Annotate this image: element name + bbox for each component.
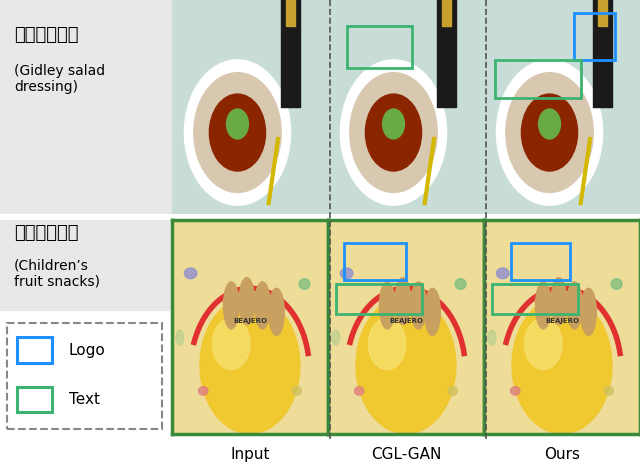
Circle shape	[209, 94, 266, 171]
Circle shape	[497, 60, 602, 205]
Circle shape	[369, 318, 406, 370]
Text: 吉得利沙拉汁: 吉得利沙拉汁	[13, 25, 78, 43]
Ellipse shape	[269, 288, 284, 335]
Circle shape	[512, 297, 612, 434]
Circle shape	[194, 73, 281, 193]
Ellipse shape	[536, 282, 551, 329]
Ellipse shape	[566, 282, 582, 329]
Ellipse shape	[332, 330, 340, 345]
Ellipse shape	[551, 278, 566, 325]
Circle shape	[522, 94, 577, 171]
Text: BEAJERO: BEAJERO	[545, 318, 579, 323]
FancyBboxPatch shape	[7, 322, 162, 430]
Ellipse shape	[340, 268, 353, 278]
Text: Logo: Logo	[68, 343, 106, 358]
Bar	[17, 387, 52, 413]
Ellipse shape	[604, 387, 614, 395]
Ellipse shape	[299, 278, 310, 289]
Ellipse shape	[455, 278, 466, 289]
Text: CGL-GAN: CGL-GAN	[371, 447, 442, 462]
Circle shape	[356, 297, 456, 434]
Ellipse shape	[488, 330, 496, 345]
Text: Ours: Ours	[544, 447, 580, 462]
Circle shape	[340, 60, 447, 205]
Bar	[336, 284, 422, 314]
Ellipse shape	[580, 288, 596, 335]
Circle shape	[184, 60, 291, 205]
Text: BEAJERO: BEAJERO	[389, 318, 423, 323]
Ellipse shape	[411, 282, 426, 329]
Ellipse shape	[395, 278, 411, 325]
Bar	[347, 25, 412, 68]
Bar	[17, 337, 52, 363]
Ellipse shape	[255, 282, 270, 329]
Text: Text: Text	[68, 392, 100, 407]
Circle shape	[506, 73, 593, 193]
Ellipse shape	[448, 387, 458, 395]
Circle shape	[227, 109, 248, 139]
Circle shape	[539, 109, 561, 139]
Ellipse shape	[292, 387, 301, 395]
Bar	[495, 60, 580, 98]
Bar	[575, 13, 615, 60]
Ellipse shape	[198, 387, 208, 395]
Ellipse shape	[497, 268, 509, 278]
Circle shape	[212, 318, 250, 370]
Circle shape	[200, 297, 300, 434]
Ellipse shape	[425, 288, 440, 335]
Ellipse shape	[184, 268, 197, 278]
Text: Input: Input	[231, 447, 271, 462]
Bar	[344, 244, 406, 280]
Ellipse shape	[223, 282, 239, 329]
Ellipse shape	[511, 387, 520, 395]
Text: (Gidley salad
dressing): (Gidley salad dressing)	[13, 64, 105, 94]
Bar	[492, 284, 577, 314]
Ellipse shape	[355, 387, 364, 395]
Circle shape	[383, 109, 404, 139]
Bar	[0, 220, 172, 310]
Text: (Children’s
fruit snacks): (Children’s fruit snacks)	[13, 258, 100, 288]
Ellipse shape	[239, 278, 255, 325]
Circle shape	[365, 94, 422, 171]
Ellipse shape	[611, 278, 622, 289]
Ellipse shape	[176, 330, 184, 345]
Circle shape	[350, 73, 437, 193]
Text: 儿童水果零食: 儿童水果零食	[13, 224, 78, 242]
Text: BEAJERO: BEAJERO	[233, 318, 267, 323]
Bar	[511, 244, 570, 280]
Circle shape	[525, 318, 562, 370]
Ellipse shape	[380, 282, 395, 329]
